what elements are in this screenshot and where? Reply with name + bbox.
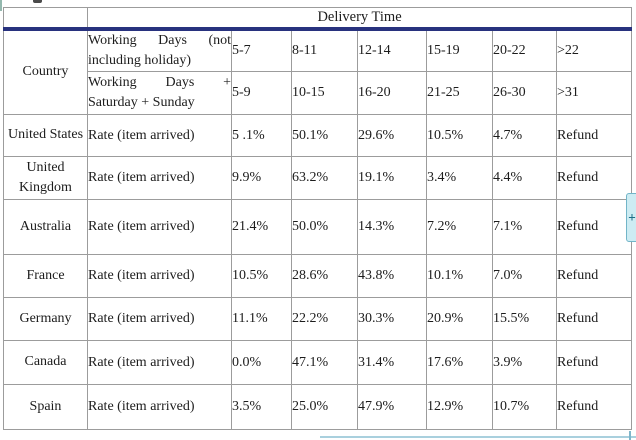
rate-value: 7.2% [426, 199, 493, 255]
rate-value: 25.0% [291, 384, 358, 430]
working-days-weekend-label-line2: Saturday + Sunday [88, 95, 195, 110]
duration-value: >31 [555, 71, 633, 115]
working-days-label-line2: including holiday) [88, 52, 192, 68]
duration-value: 5-7 [231, 28, 292, 72]
selection-corner-tick [629, 431, 631, 440]
table-row-united-kingdom: United Kingdom Rate (item arrived) 9.9% … [3, 156, 633, 200]
rate-value: 4.4% [492, 156, 557, 200]
rate-value: 7.1% [492, 199, 557, 255]
table-row-germany: Germany Rate (item arrived) 11.1% 22.2% … [3, 297, 633, 341]
working-days-weekend-label-line1: Working Days + [88, 75, 231, 91]
duration-value: 5-9 [231, 71, 292, 115]
table-row-united-states: United States Rate (item arrived) 5 .1% … [3, 114, 633, 157]
rate-value: 9.9% [231, 156, 292, 200]
duration-row-working-days: Country Working Days (not including holi… [3, 28, 633, 115]
country-name: United Kingdom [3, 156, 88, 200]
refund-cell: Refund [555, 254, 633, 298]
rate-label: Rate (item arrived) [87, 340, 232, 385]
rate-value: 63.2% [291, 156, 358, 200]
edge-sliver-decoration [0, 0, 2, 11]
country-name: Canada [3, 340, 88, 385]
rate-value: 43.8% [357, 254, 427, 298]
rate-value: 20.9% [426, 297, 493, 341]
refund-cell: Refund [555, 297, 633, 341]
table-header-row: Delivery Time [3, 7, 633, 31]
rate-value: 14.3% [357, 199, 427, 255]
rate-value: 47.1% [291, 340, 358, 385]
rate-value: 47.9% [357, 384, 427, 430]
refund-cell: Refund [555, 340, 633, 385]
rate-value: 3.5% [231, 384, 292, 430]
duration-value: 12-14 [357, 28, 427, 72]
rate-label: Rate (item arrived) [87, 297, 232, 341]
rate-label: Rate (item arrived) [87, 156, 232, 200]
rate-value: 3.4% [426, 156, 493, 200]
rate-value: 22.2% [291, 297, 358, 341]
duration-value: >22 [555, 28, 633, 72]
rate-value: 50.0% [291, 199, 358, 255]
rate-value: 5 .1% [231, 114, 292, 157]
rate-value: 10.5% [231, 254, 292, 298]
refund-cell: Refund [555, 199, 633, 255]
refund-cell: Refund [555, 156, 633, 200]
rate-value: 29.6% [357, 114, 427, 157]
working-days-label: Working Days (not including holiday) [87, 28, 232, 72]
plus-icon: + [628, 210, 636, 224]
table-row-france: France Rate (item arrived) 10.5% 28.6% 4… [3, 254, 633, 298]
selection-edge-bottom [320, 436, 636, 438]
rate-value: 30.3% [357, 297, 427, 341]
rate-label: Rate (item arrived) [87, 254, 232, 298]
table-row-australia: Australia Rate (item arrived) 21.4% 50.0… [3, 199, 633, 255]
refund-cell: Refund [555, 384, 633, 430]
duration-value: 10-15 [291, 71, 358, 115]
rate-value: 12.9% [426, 384, 493, 430]
rate-value: 4.7% [492, 114, 557, 157]
refund-cell: Refund [555, 114, 633, 157]
scroll-expand-handle[interactable]: + [626, 193, 636, 242]
rate-label: Rate (item arrived) [87, 384, 232, 430]
rate-value: 10.7% [492, 384, 557, 430]
table-row-spain: Spain Rate (item arrived) 3.5% 25.0% 47.… [3, 384, 633, 430]
duration-value: 21-25 [426, 71, 493, 115]
rate-value: 7.0% [492, 254, 557, 298]
corner-empty-cell [3, 7, 88, 31]
rate-value: 15.5% [492, 297, 557, 341]
country-column-header: Country [3, 28, 88, 115]
rate-value: 50.1% [291, 114, 358, 157]
working-days-label-line1: Working Days (not [88, 32, 231, 48]
rate-label: Rate (item arrived) [87, 114, 232, 157]
duration-row-working-days-weekend: Working Days + Saturday + Sunday 5-9 10-… [4, 71, 633, 115]
cropped-text-fragment [33, 0, 42, 3]
country-name: United States [3, 114, 88, 157]
duration-value: 8-11 [291, 28, 358, 72]
table-title: Delivery Time [86, 7, 633, 31]
delivery-time-table: Delivery Time Country Working Days (not … [3, 7, 633, 430]
rate-value: 19.1% [357, 156, 427, 200]
rate-value: 28.6% [291, 254, 358, 298]
rate-value: 10.1% [426, 254, 493, 298]
country-name: Australia [3, 199, 88, 255]
duration-value: 20-22 [492, 28, 557, 72]
rate-value: 10.5% [426, 114, 493, 157]
duration-value: 15-19 [426, 28, 493, 72]
duration-value: 26-30 [492, 71, 557, 115]
duration-value: 16-20 [357, 71, 427, 115]
rate-value: 17.6% [426, 340, 493, 385]
rate-value: 11.1% [231, 297, 292, 341]
rate-value: 3.9% [492, 340, 557, 385]
rate-label: Rate (item arrived) [87, 199, 232, 255]
country-name: Germany [3, 297, 88, 341]
working-days-weekend-label: Working Days + Saturday + Sunday [87, 71, 232, 115]
rate-value: 0.0% [231, 340, 292, 385]
country-name: France [3, 254, 88, 298]
table-row-canada: Canada Rate (item arrived) 0.0% 47.1% 31… [3, 340, 633, 385]
country-name: Spain [3, 384, 88, 430]
rate-value: 31.4% [357, 340, 427, 385]
rate-value: 21.4% [231, 199, 292, 255]
